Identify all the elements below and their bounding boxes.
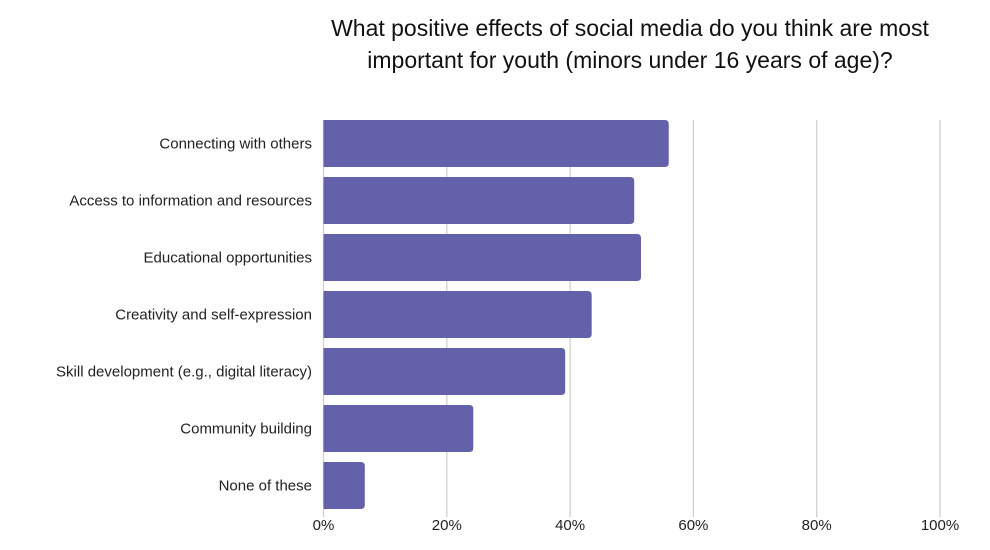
category-label: Access to information and resources [69,193,312,210]
x-tick-label: 100% [921,517,959,534]
bar [323,405,474,452]
x-tick-label: 80% [802,517,832,534]
category-label: Community building [180,421,312,438]
x-tick-label: 20% [432,517,462,534]
bar [323,291,592,338]
bar [323,120,669,167]
category-label: Creativity and self-expression [115,307,312,324]
category-label: None of these [219,478,312,495]
chart-title: What positive effects of social media do… [331,15,929,73]
bar [323,177,635,224]
bar [323,234,641,281]
category-label: Connecting with others [159,136,312,153]
bar [323,348,566,395]
category-label: Educational opportunities [144,250,312,267]
x-tick-label: 40% [555,517,585,534]
bar [323,462,365,509]
category-label: Skill development (e.g., digital literac… [56,364,312,381]
x-tick-label: 0% [313,517,335,534]
x-tick-label: 60% [678,517,708,534]
